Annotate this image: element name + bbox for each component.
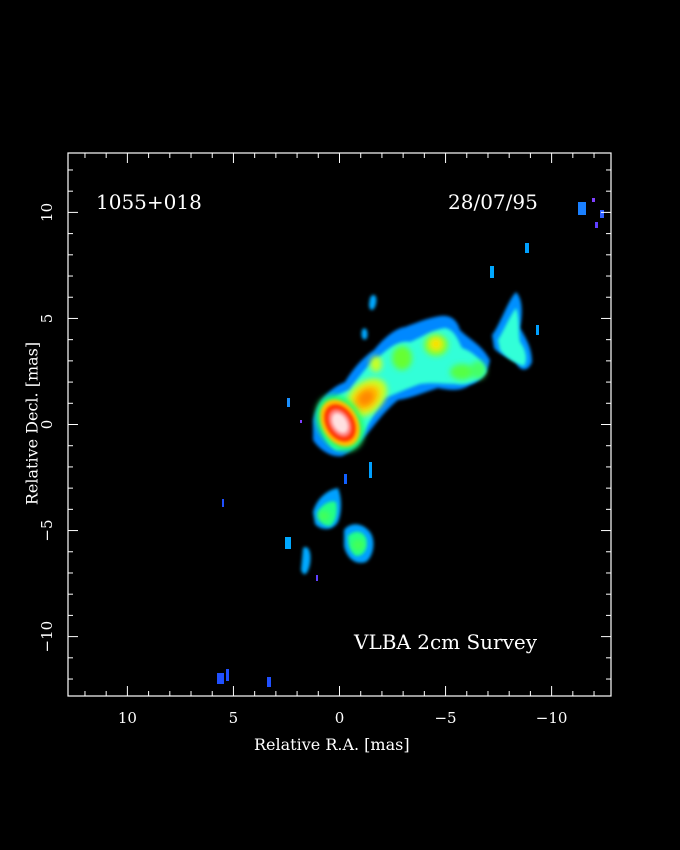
jet-knots: [318, 334, 486, 551]
observation-date-label: 28/07/95: [448, 190, 538, 214]
plot-frame: [67, 152, 612, 697]
y-tick-label: 5: [38, 314, 56, 324]
tick-labels: 10 10 5 5 0 0 −5 −5 −10 −10: [38, 203, 567, 727]
source-name-label: 1055+018: [96, 190, 202, 214]
x-tick-label: −10: [536, 709, 568, 727]
x-tick-label: 10: [118, 709, 137, 727]
y-tick-label: 10: [38, 203, 56, 222]
y-axis-label: Relative Decl. [mas]: [22, 341, 42, 506]
noise-specks: [217, 198, 604, 687]
y-tick-label: 0: [38, 420, 56, 430]
core: [315, 394, 365, 452]
x-axis-label: Relative R.A. [mas]: [254, 735, 410, 754]
x-tick-label: 0: [335, 709, 345, 727]
x-tick-label: −5: [434, 709, 456, 727]
survey-label: VLBA 2cm Survey: [354, 630, 538, 654]
x-tick-label: 5: [229, 709, 239, 727]
y-tick-label: −5: [38, 519, 56, 541]
y-tick-label: −10: [38, 621, 56, 653]
emission-map: [217, 198, 604, 687]
